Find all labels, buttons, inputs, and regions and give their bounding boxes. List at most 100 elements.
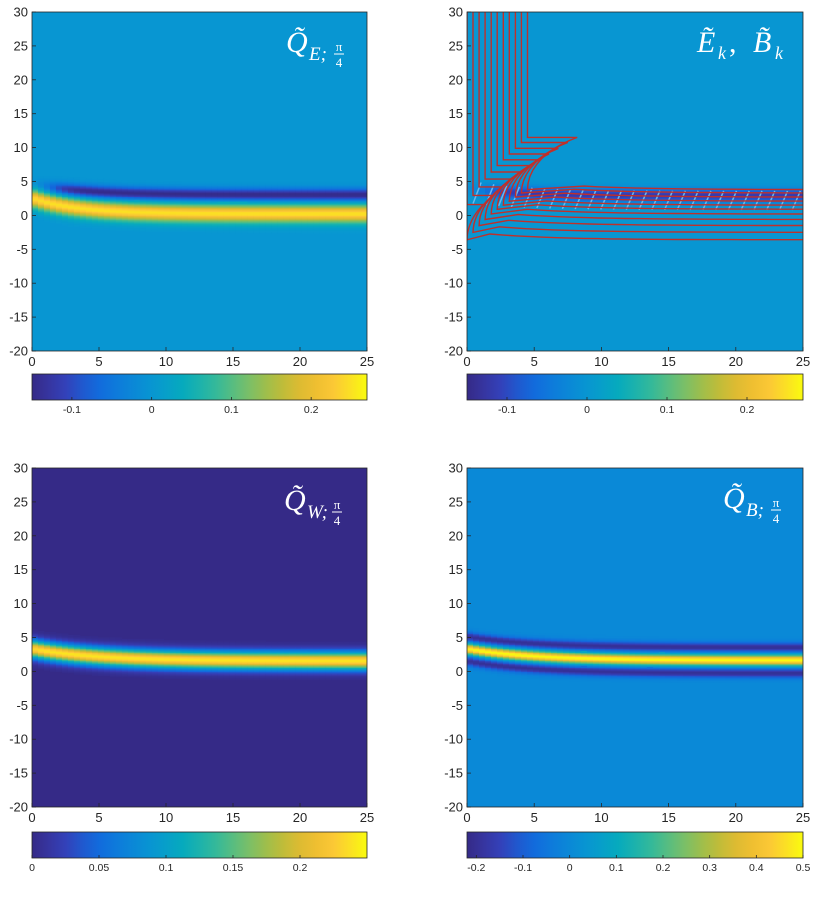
- colorbar-tick-label: 0.1: [224, 404, 239, 416]
- heatmap-cell: [55, 218, 63, 221]
- heatmap-cell: [217, 196, 225, 199]
- heatmap-cell: [349, 672, 356, 675]
- heatmap-cell: [175, 651, 183, 654]
- heatmap-cell: [32, 649, 39, 652]
- heatmap-cell: [163, 215, 171, 218]
- heatmap-cell: [199, 668, 207, 671]
- heatmap-cell: [313, 196, 320, 199]
- heatmap-cell: [479, 636, 486, 639]
- heatmap-cell: [289, 226, 296, 229]
- heatmap-cell: [187, 200, 195, 203]
- heatmap-cell: [127, 180, 135, 183]
- heatmap-cell: [205, 190, 213, 193]
- heatmap-cell: [199, 182, 207, 185]
- heatmap-cell: [193, 200, 201, 203]
- heatmap-cell: [521, 181, 528, 184]
- heatmap-cell: [139, 197, 147, 200]
- heatmap-cell: [61, 651, 69, 654]
- heatmap-cell: [49, 659, 57, 662]
- heatmap-cell: [157, 181, 165, 184]
- heatmap-cell: [361, 655, 367, 658]
- heatmap-cell: [313, 222, 320, 225]
- heatmap-cell: [325, 653, 332, 656]
- heatmap-cell: [67, 223, 75, 226]
- heatmap-cell: [103, 212, 111, 215]
- heatmap-cell: [343, 205, 350, 208]
- heatmap-cell: [67, 665, 75, 668]
- heatmap-cell: [229, 649, 236, 652]
- heatmap-cell: [73, 182, 81, 185]
- heatmap-cell: [301, 655, 308, 658]
- heatmap-cell: [187, 216, 195, 219]
- heatmap-cell: [145, 212, 153, 215]
- heatmap-cell: [253, 227, 260, 230]
- heatmap-cell: [127, 218, 135, 221]
- heatmap-cell: [175, 185, 183, 188]
- heatmap-cell: [761, 189, 768, 192]
- heatmap-cell: [361, 644, 367, 647]
- heatmap-cell: [337, 659, 344, 662]
- heatmap-cell: [527, 180, 534, 183]
- heatmap-cell: [307, 646, 314, 649]
- heatmap-cell: [181, 215, 189, 218]
- heatmap-cell: [103, 186, 111, 189]
- heatmap-cell: [127, 197, 135, 200]
- heatmap-cell: [37, 209, 45, 212]
- heatmap-cell: [361, 212, 367, 215]
- heatmap-cell: [479, 670, 486, 672]
- heatmap-cell: [259, 190, 266, 193]
- heatmap-cell: [647, 192, 654, 195]
- heatmap-cell: [467, 645, 474, 648]
- heatmap-cell: [325, 656, 332, 659]
- heatmap-cell: [145, 656, 153, 659]
- heatmap-cell: [629, 182, 636, 185]
- heatmap-cell: [325, 226, 332, 229]
- heatmap-cell: [73, 214, 81, 216]
- heatmap-cell: [91, 199, 99, 202]
- heatmap-cell: [205, 657, 213, 660]
- heatmap-cell: [187, 665, 195, 668]
- heatmap-cell: [253, 671, 260, 674]
- heatmap-cell: [313, 226, 320, 229]
- heatmap-cell: [289, 676, 296, 679]
- heatmap-cell: [32, 201, 39, 204]
- heatmap-cell: [259, 676, 266, 679]
- heatmap-cell: [175, 656, 183, 659]
- heatmap-cell: [755, 205, 762, 208]
- heatmap-cell: [61, 641, 69, 644]
- heatmap-cell: [97, 189, 105, 192]
- heatmap-cell: [527, 186, 534, 189]
- heatmap-cell: [133, 219, 141, 222]
- heatmap-cell: [49, 185, 57, 188]
- heatmap-cell: [85, 672, 93, 675]
- heatmap-cell: [331, 201, 338, 204]
- heatmap-cell: [205, 186, 213, 189]
- heatmap-cell: [349, 674, 356, 677]
- heatmap-cell: [277, 186, 284, 189]
- heatmap-cell: [157, 655, 165, 658]
- heatmap-cell: [319, 190, 326, 193]
- heatmap-cell: [211, 196, 219, 199]
- heatmap-cell: [797, 189, 803, 192]
- panel-label: Q̃ E; π4: [286, 26, 344, 70]
- heatmap-cell: [187, 190, 195, 193]
- heatmap-cell: [289, 224, 296, 227]
- heatmap-cell: [319, 224, 326, 227]
- heatmap-cell: [79, 209, 87, 212]
- heatmap-cell: [85, 204, 93, 207]
- heatmap-cell: [485, 644, 492, 647]
- heatmap-cell: [319, 665, 326, 668]
- heatmap-cell: [193, 676, 201, 679]
- heatmap-cell: [169, 201, 177, 204]
- heatmap-cell: [503, 201, 510, 204]
- heatmap-cell: [241, 652, 248, 655]
- heatmap-cell: [355, 655, 362, 658]
- heatmap-cell: [779, 199, 786, 202]
- heatmap-cell: [307, 642, 314, 645]
- heatmap-cell: [145, 655, 153, 658]
- heatmap-cell: [79, 219, 87, 222]
- heatmap-cell: [289, 192, 296, 195]
- heatmap-cell: [181, 660, 189, 663]
- heatmap-cell: [337, 660, 344, 663]
- heatmap-cell: [67, 190, 75, 193]
